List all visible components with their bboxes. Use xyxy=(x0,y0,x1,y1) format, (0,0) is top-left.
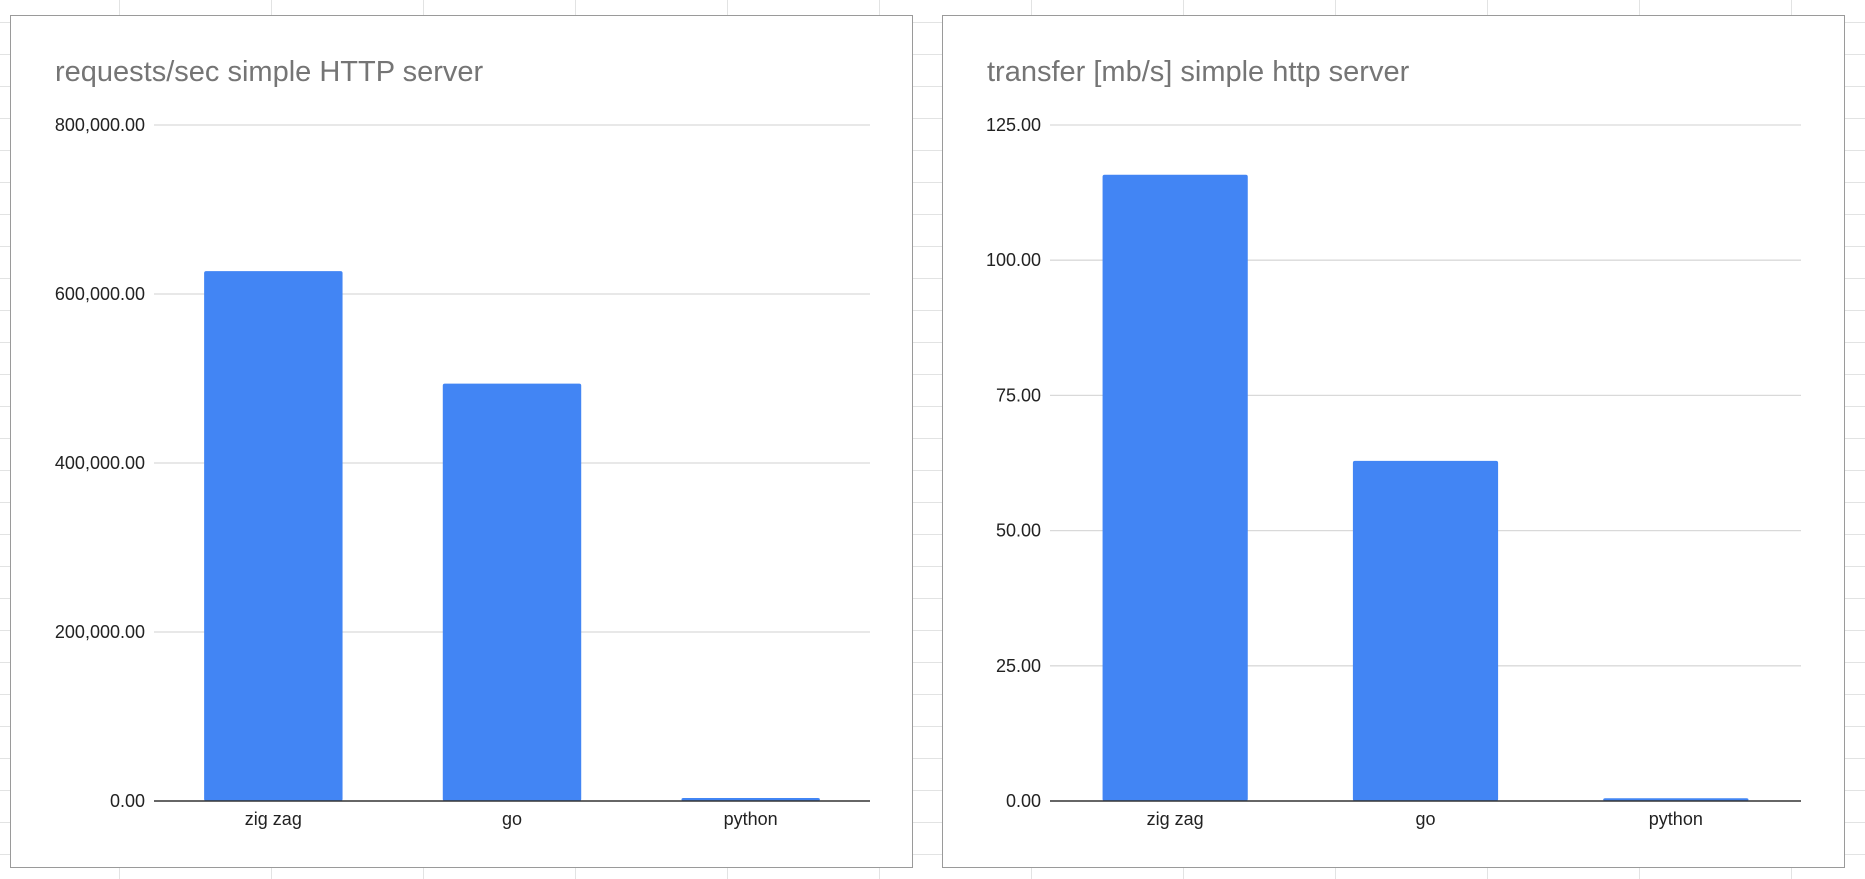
x-tick-label: python xyxy=(1649,809,1703,829)
y-tick-label: 200,000.00 xyxy=(55,622,145,642)
bar-zig-zag[interactable] xyxy=(204,271,343,801)
bar-zig-zag[interactable] xyxy=(1102,174,1248,801)
x-tick-label: python xyxy=(724,809,778,829)
y-tick-label: 0.00 xyxy=(110,791,145,811)
y-tick-label: 25.00 xyxy=(996,656,1041,676)
y-tick-label: 400,000.00 xyxy=(55,453,145,473)
x-tick-label: go xyxy=(1415,809,1435,829)
chart-title: transfer [mb/s] simple http server xyxy=(987,56,1410,88)
y-tick-label: 800,000.00 xyxy=(55,115,145,135)
chart-title: requests/sec simple HTTP server xyxy=(55,56,484,88)
y-tick-label: 100.00 xyxy=(986,250,1041,270)
y-tick-label: 0.00 xyxy=(1006,791,1041,811)
requests-bar-chart: 0.00 200,000.00 400,000.00 600,000.00 800,00… xyxy=(55,115,870,829)
y-tick-label: 600,000.00 xyxy=(55,284,145,304)
y-tick-label: 75.00 xyxy=(996,385,1041,405)
transfer-chart-card[interactable]: transfer [mb/s] simple http server 0.00 2… xyxy=(942,15,1845,868)
transfer-bar-chart: 0.00 25.00 50.00 75.00 100.00 125.00 zig zag go… xyxy=(986,115,1801,829)
x-tick-label: go xyxy=(502,809,522,829)
requests-chart-card[interactable]: requests/sec simple HTTP server 0.00 200,… xyxy=(10,15,913,868)
bar-go[interactable] xyxy=(442,383,582,801)
y-tick-label: 50.00 xyxy=(996,521,1041,541)
y-tick-label: 125.00 xyxy=(986,115,1041,135)
bar-go[interactable] xyxy=(1352,460,1499,801)
x-tick-label: zig zag xyxy=(245,809,302,829)
x-tick-label: zig zag xyxy=(1147,809,1204,829)
